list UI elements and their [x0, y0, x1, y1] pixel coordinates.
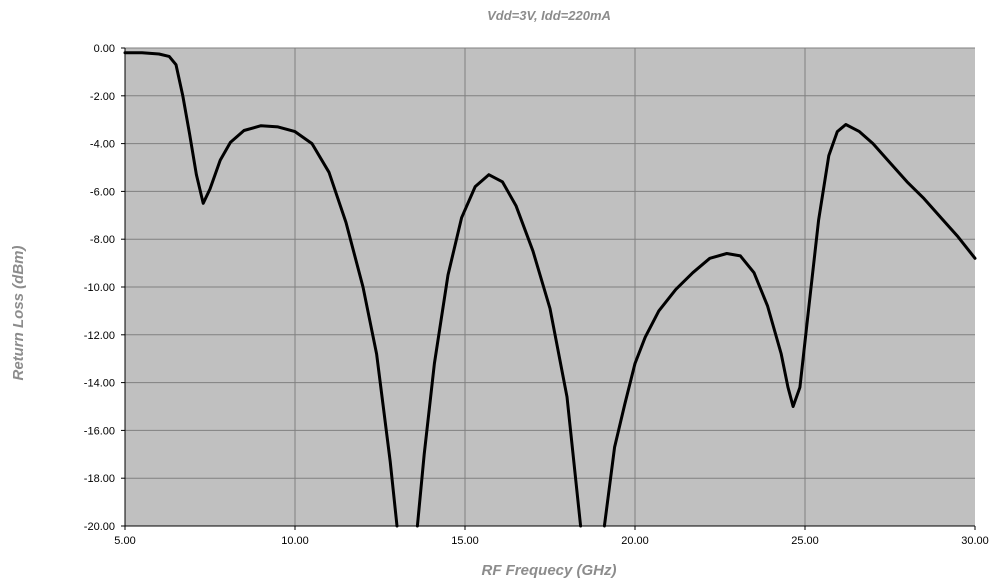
y-tick-label: -20.00: [84, 521, 115, 533]
gridlines: [125, 47, 975, 526]
y-tick-label: -12.00: [84, 330, 115, 342]
y-tick-label: -4.00: [90, 139, 115, 151]
y-tick-label: -6.00: [90, 186, 115, 198]
x-tick-label: 25.00: [791, 535, 819, 547]
x-tick-label: 20.00: [621, 535, 649, 547]
x-tick-label: 5.00: [114, 535, 135, 547]
y-tick-label: -18.00: [84, 473, 115, 485]
x-tick-label: 30.00: [961, 535, 989, 547]
y-axis-label: Return Loss (dBm): [10, 245, 27, 380]
y-tick-label: -8.00: [90, 234, 115, 246]
series-group: [123, 51, 977, 528]
y-tick-label: -10.00: [84, 282, 115, 294]
series-line: [123, 51, 399, 528]
x-axis-label: RF Frequecy (GHz): [481, 562, 616, 579]
x-tick-label: 10.00: [281, 535, 309, 547]
x-tick-label: 15.00: [451, 535, 479, 547]
y-axis-ticks: 0.00 -2.00 -4.00 -6.00 -8.00 -10.00 -12.00 -14.…: [84, 43, 125, 533]
x-axis-ticks: 5.00 10.00 15.00 20.00 25.00 30.00: [114, 526, 989, 547]
y-tick-label: 0.00: [94, 43, 115, 55]
chart-title: Vdd=3V, Idd=220mA: [487, 8, 611, 23]
y-tick-label: -2.00: [90, 91, 115, 103]
series-line: [415, 173, 583, 528]
series-line: [602, 123, 977, 528]
y-tick-label: -16.00: [84, 425, 115, 437]
y-tick-label: -14.00: [84, 378, 115, 390]
